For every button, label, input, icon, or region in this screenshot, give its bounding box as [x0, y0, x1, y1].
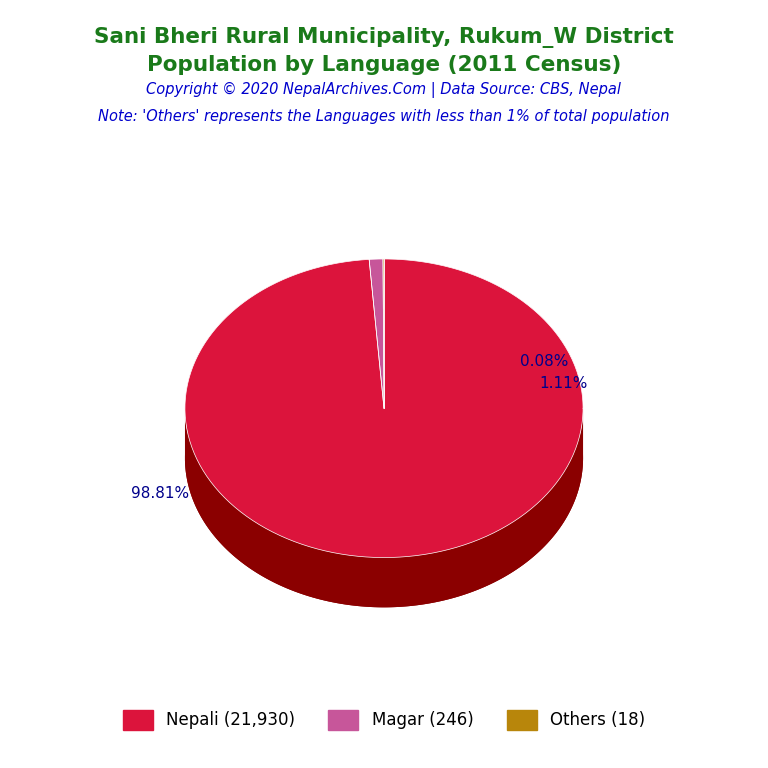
Polygon shape	[383, 259, 384, 409]
Text: Population by Language (2011 Census): Population by Language (2011 Census)	[147, 55, 621, 75]
Text: 1.11%: 1.11%	[540, 376, 588, 391]
Legend: Nepali (21,930), Magar (246), Others (18): Nepali (21,930), Magar (246), Others (18…	[116, 703, 652, 737]
Text: Copyright © 2020 NepalArchives.Com | Data Source: CBS, Nepal: Copyright © 2020 NepalArchives.Com | Dat…	[147, 82, 621, 98]
Text: Sani Bheri Rural Municipality, Rukum_W District: Sani Bheri Rural Municipality, Rukum_W D…	[94, 27, 674, 48]
Polygon shape	[185, 309, 583, 607]
Polygon shape	[185, 409, 583, 607]
Polygon shape	[185, 259, 583, 558]
Text: 98.81%: 98.81%	[131, 486, 189, 502]
Polygon shape	[369, 259, 384, 409]
Text: Note: 'Others' represents the Languages with less than 1% of total population: Note: 'Others' represents the Languages …	[98, 109, 670, 124]
Text: 0.08%: 0.08%	[520, 354, 568, 369]
